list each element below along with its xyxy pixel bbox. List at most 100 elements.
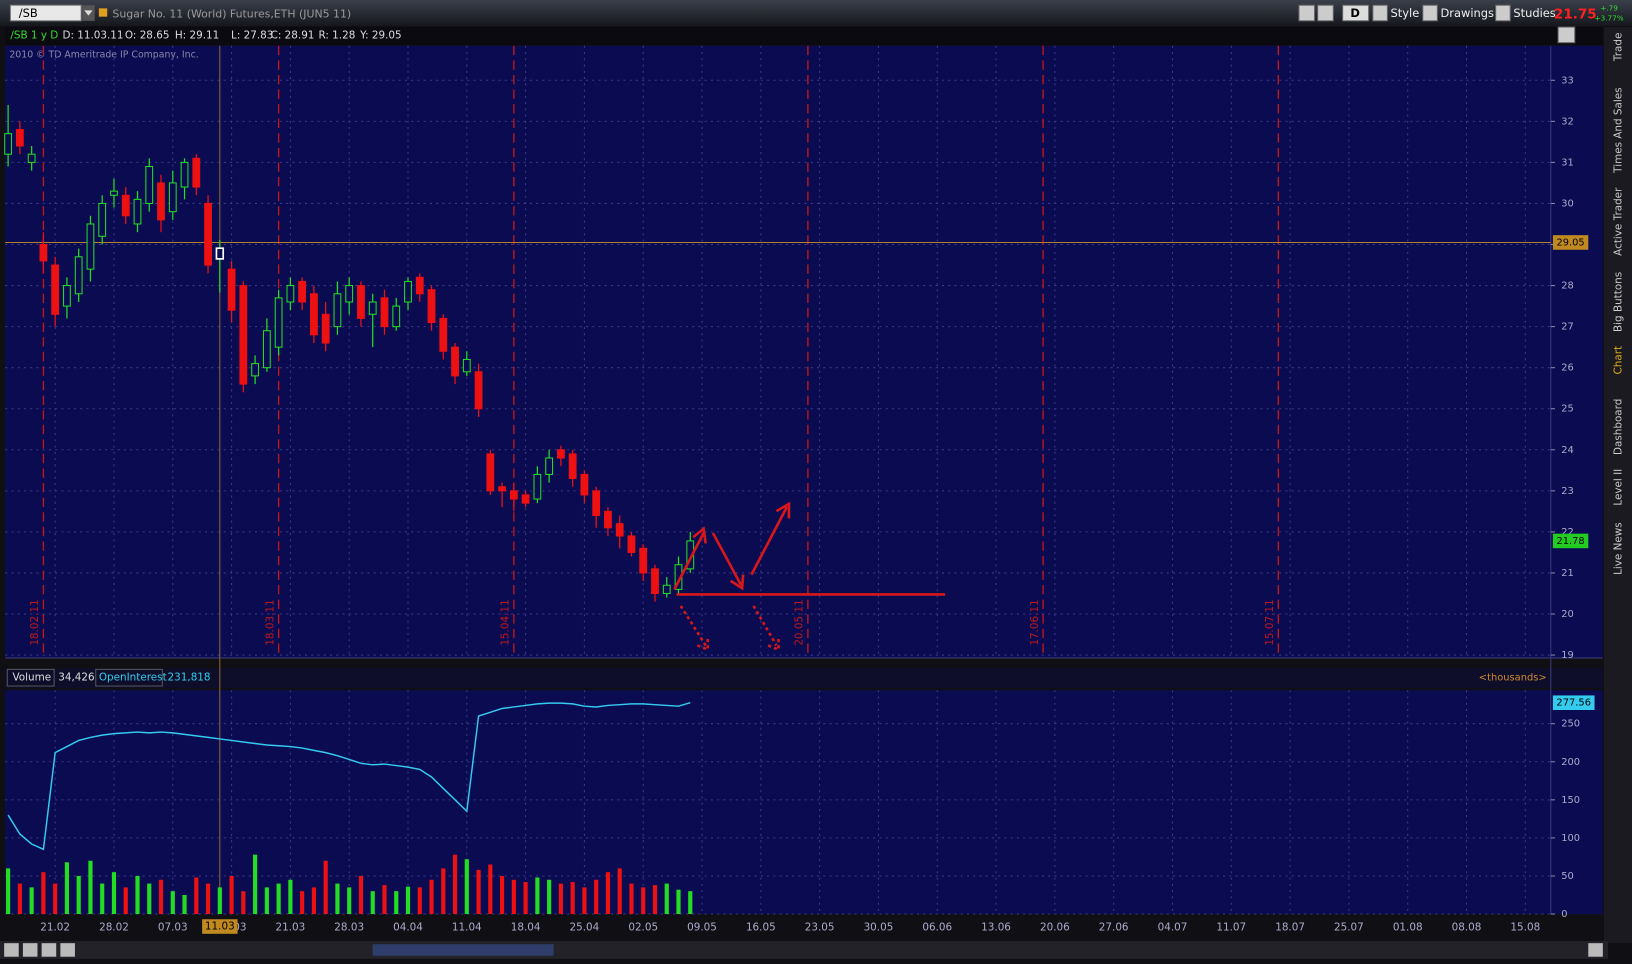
side-tab[interactable]: Live News bbox=[1612, 522, 1624, 575]
x-tick-label: 20.06 bbox=[1040, 922, 1070, 934]
volume-bar bbox=[288, 879, 293, 915]
candle-body bbox=[251, 363, 260, 377]
candle-body bbox=[474, 371, 483, 410]
x-tick-label: 02.05 bbox=[628, 922, 658, 934]
y-tick-label: 28 bbox=[1561, 281, 1574, 292]
studies-label[interactable]: Studies bbox=[1513, 6, 1555, 20]
x-tick-label: 28.02 bbox=[99, 922, 129, 934]
style-label[interactable]: Style bbox=[1391, 6, 1420, 20]
symbol-text: /SB bbox=[19, 6, 38, 20]
bottom-button[interactable] bbox=[1588, 943, 1603, 957]
volume-bar bbox=[523, 882, 528, 915]
candle-body bbox=[651, 568, 659, 594]
side-tab[interactable]: Trade bbox=[1612, 33, 1624, 62]
price-panel bbox=[5, 45, 1603, 658]
volume-bar bbox=[205, 883, 211, 915]
x-tick-label: 27.06 bbox=[1099, 922, 1129, 934]
side-tab[interactable]: Level II bbox=[1612, 469, 1624, 506]
volume-bar bbox=[170, 891, 175, 915]
instrument-description: Sugar No. 11 (World) Futures,ETH (JUN5 1… bbox=[112, 8, 351, 21]
y-tick-label: 100 bbox=[1561, 833, 1580, 844]
candle-body bbox=[262, 330, 271, 369]
volume-bar bbox=[64, 862, 70, 915]
y-tick-label: 20 bbox=[1561, 609, 1574, 620]
candle-body bbox=[568, 453, 577, 480]
side-tab[interactable]: Chart bbox=[1612, 346, 1624, 375]
user-drawings bbox=[673, 501, 946, 652]
volume-bar bbox=[452, 854, 458, 915]
panel-button[interactable] bbox=[1557, 26, 1576, 44]
period-button[interactable] bbox=[1342, 4, 1370, 22]
tool-button[interactable] bbox=[1298, 4, 1316, 22]
candle-body bbox=[39, 243, 48, 262]
side-tab[interactable]: Big Buttons bbox=[1612, 272, 1624, 332]
candle-body bbox=[286, 285, 295, 303]
y-tick-label: 200 bbox=[1561, 757, 1580, 768]
symbol-input[interactable] bbox=[9, 4, 82, 22]
info-item: /SB 1 y D bbox=[10, 29, 58, 41]
change: +.79 bbox=[1600, 3, 1618, 12]
x-tick-label: 06.06 bbox=[922, 922, 952, 934]
candle-body bbox=[545, 457, 554, 475]
bottom-button[interactable] bbox=[60, 943, 75, 957]
candle-body bbox=[333, 293, 342, 328]
info-item: L: 27.83 bbox=[231, 29, 273, 41]
open-interest-line bbox=[7, 702, 691, 851]
volume-bar bbox=[76, 875, 81, 915]
candle-body bbox=[639, 547, 648, 574]
volume-bar bbox=[17, 883, 22, 915]
y-tick-label: 250 bbox=[1561, 719, 1580, 730]
x-tick-label: 09.05 bbox=[687, 922, 717, 934]
style-icon[interactable] bbox=[1372, 4, 1388, 22]
info-item: R: 1.28 bbox=[318, 29, 355, 41]
candle-body bbox=[98, 202, 107, 237]
tool-button[interactable] bbox=[1317, 4, 1334, 22]
x-tick-label: 28.03 bbox=[334, 922, 364, 934]
volume-bar bbox=[535, 877, 540, 915]
drawn-arrow bbox=[711, 532, 745, 591]
bottom-button[interactable] bbox=[22, 943, 38, 957]
volume-bar bbox=[547, 879, 552, 915]
bottom-button[interactable] bbox=[41, 943, 57, 957]
y-tick-label: 27 bbox=[1561, 322, 1574, 333]
volume-bar bbox=[229, 875, 234, 915]
side-tab[interactable]: Active Trader bbox=[1612, 187, 1624, 256]
y-tick-label: 31 bbox=[1561, 157, 1574, 168]
candle-body bbox=[110, 190, 118, 196]
volume-bar bbox=[347, 887, 352, 915]
candle-body bbox=[310, 293, 318, 336]
candle-body bbox=[192, 157, 201, 188]
date-marker-label: 18.02.11 bbox=[29, 599, 41, 645]
candle-body bbox=[227, 268, 236, 311]
scrollbar-thumb[interactable] bbox=[372, 944, 554, 956]
candle-body bbox=[157, 182, 165, 221]
candle-body bbox=[239, 285, 248, 385]
x-tick-label: 25.04 bbox=[570, 922, 600, 934]
oi-last-box bbox=[1552, 695, 1595, 711]
drawings-label[interactable]: Drawings bbox=[1440, 6, 1494, 20]
change-pct: +3.77% bbox=[1595, 14, 1624, 23]
x-tick-label: 30.05 bbox=[864, 922, 894, 934]
side-tab[interactable]: Dashboard bbox=[1612, 399, 1624, 455]
candle-body bbox=[521, 494, 530, 504]
side-tab[interactable]: Times And Sales bbox=[1612, 87, 1624, 173]
y-tick-label: 32 bbox=[1561, 116, 1574, 127]
candle-body bbox=[392, 305, 401, 328]
legend-value: 34,426 bbox=[58, 672, 94, 684]
volume-bar bbox=[464, 859, 469, 915]
volume-bar bbox=[605, 872, 611, 915]
drawn-arrow bbox=[673, 526, 707, 590]
candle-body bbox=[4, 133, 13, 155]
bottom-button[interactable] bbox=[4, 943, 19, 957]
drawings-icon[interactable] bbox=[1422, 4, 1438, 22]
date-marker-label: 20.05.11 bbox=[794, 599, 806, 645]
drawn-arrow bbox=[750, 501, 791, 576]
candle-body bbox=[298, 280, 307, 303]
studies-icon[interactable] bbox=[1495, 4, 1511, 22]
volume-bar bbox=[241, 891, 246, 915]
x-tick-label: 21.02 bbox=[40, 922, 70, 934]
last-price-label: 21.78 bbox=[1556, 536, 1584, 547]
volume-bar bbox=[382, 885, 387, 915]
volume-bar bbox=[158, 879, 164, 915]
